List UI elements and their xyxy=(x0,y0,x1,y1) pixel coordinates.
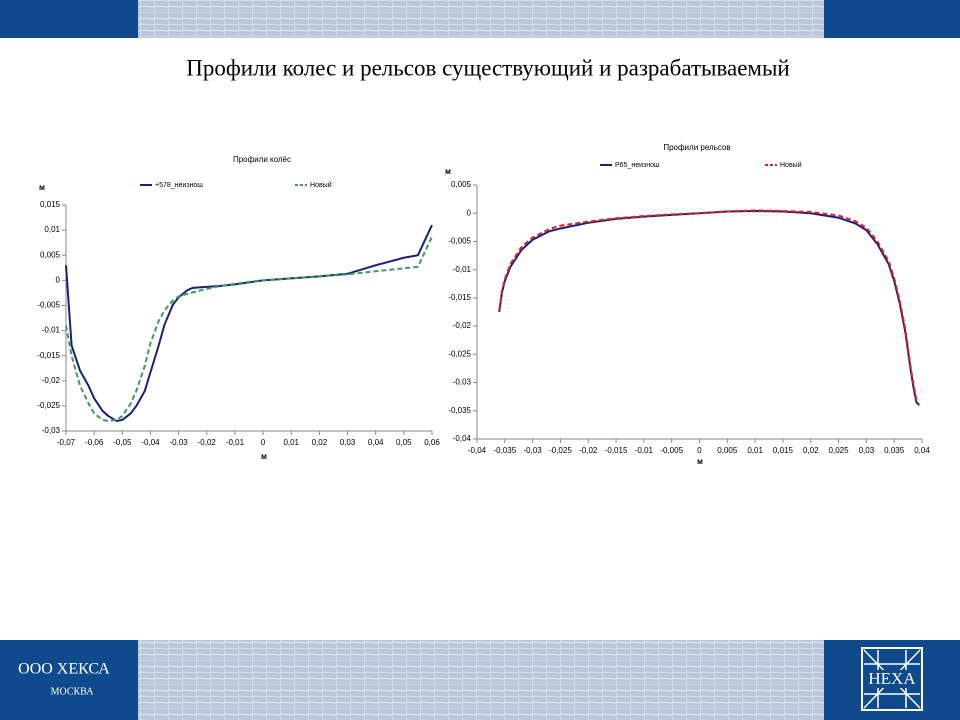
logo-text: HEXA xyxy=(868,669,916,688)
y-tick-label: -0,005 xyxy=(448,237,471,246)
y-tick-label: 0,005 xyxy=(40,250,61,259)
y-tick-label: -0,02 xyxy=(453,321,472,330)
x-tick-label: -0,02 xyxy=(198,438,217,447)
y-tick-label: -0,01 xyxy=(42,326,61,335)
x-tick-label: -0,04 xyxy=(141,438,160,447)
slide-title: Профили колес и рельсов существующий и р… xyxy=(186,55,790,80)
x-tick-label: 0,01 xyxy=(283,438,299,447)
y-tick-label: -0,015 xyxy=(37,351,60,360)
x-tick-label: -0,04 xyxy=(468,446,487,455)
x-tick-label: 0 xyxy=(261,438,266,447)
x-tick-label: -0,06 xyxy=(85,438,104,447)
legend-label: Новый xyxy=(310,181,332,189)
y-tick-label: 0 xyxy=(56,275,61,284)
x-tick-label: -0,015 xyxy=(605,446,628,455)
y-tick-label: -0,035 xyxy=(448,406,471,415)
header-image xyxy=(138,0,824,38)
x-tick-label: 0,03 xyxy=(340,438,356,447)
x-tick-label: 0,025 xyxy=(829,446,850,455)
x-tick-label: 0,02 xyxy=(803,446,819,455)
chart-title: Профили рельсов xyxy=(663,143,730,152)
y-tick-label: 0 xyxy=(467,208,472,217)
x-tick-label: 0,03 xyxy=(859,446,875,455)
x-tick-label: 0,005 xyxy=(717,446,738,455)
x-tick-label: -0,02 xyxy=(579,446,598,455)
legend-label: +578_неизнош xyxy=(155,182,203,189)
x-tick-label: 0 xyxy=(697,446,702,455)
x-tick-label: -0,01 xyxy=(635,446,654,455)
x-tick-label: 0,02 xyxy=(312,438,328,447)
x-axis-label: м xyxy=(697,457,703,466)
y-tick-label: -0,025 xyxy=(448,349,471,358)
y-axis-label: м xyxy=(445,167,451,176)
y-axis-label: м xyxy=(39,183,45,192)
x-tick-label: -0,01 xyxy=(226,438,245,447)
x-tick-label: -0,03 xyxy=(524,446,543,455)
series-line xyxy=(498,209,920,404)
x-tick-label: 0,05 xyxy=(396,438,412,447)
company-city: МОСКВА xyxy=(51,686,95,697)
x-tick-label: 0,015 xyxy=(773,446,794,455)
y-tick-label: 0,005 xyxy=(451,180,472,189)
y-tick-label: -0,04 xyxy=(453,434,472,443)
y-tick-label: -0,03 xyxy=(42,426,61,435)
y-tick-label: -0,01 xyxy=(453,265,472,274)
y-tick-label: -0,015 xyxy=(448,293,471,302)
y-tick-label: -0,02 xyxy=(42,376,61,385)
legend-label: Новый xyxy=(780,161,802,169)
y-tick-label: 0,01 xyxy=(44,225,60,234)
x-tick-label: -0,03 xyxy=(169,438,188,447)
x-tick-label: 0,01 xyxy=(747,446,763,455)
logo-label-bg xyxy=(864,670,920,688)
x-tick-label: -0,025 xyxy=(549,446,572,455)
x-tick-label: 0,035 xyxy=(884,446,905,455)
footer-image xyxy=(138,640,824,720)
x-axis-label: м xyxy=(261,452,267,461)
x-tick-label: -0,035 xyxy=(493,446,516,455)
x-tick-label: 0,06 xyxy=(424,438,440,447)
x-tick-label: -0,05 xyxy=(113,438,132,447)
x-tick-label: 0,04 xyxy=(914,446,930,455)
y-tick-label: 0,015 xyxy=(40,200,61,209)
y-tick-label: -0,03 xyxy=(453,378,472,387)
series-line xyxy=(65,236,433,422)
x-tick-label: -0,07 xyxy=(57,438,76,447)
y-tick-label: -0,025 xyxy=(37,401,60,410)
x-tick-label: -0,005 xyxy=(660,446,683,455)
y-tick-label: -0,005 xyxy=(37,301,60,310)
chart-title: Профили колёс xyxy=(233,155,291,164)
company-name: ООО ХЕКСА xyxy=(18,661,110,678)
legend-label: Р65_неизнош xyxy=(615,162,660,169)
x-tick-label: 0,04 xyxy=(368,438,384,447)
